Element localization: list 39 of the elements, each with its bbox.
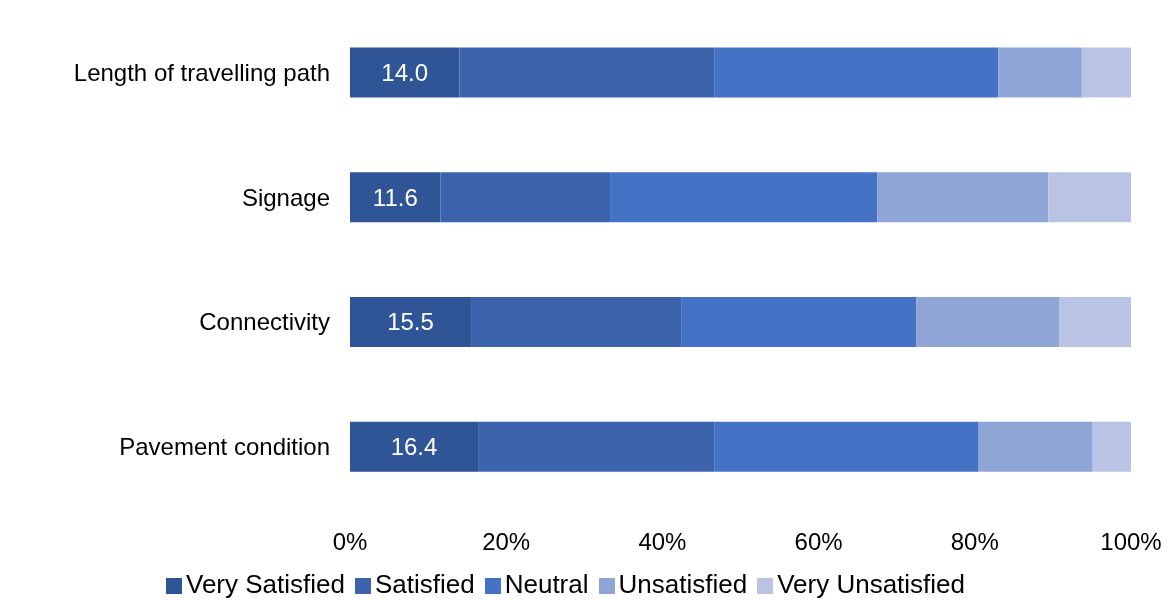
legend-label: Very Satisfied [185,569,345,599]
bar [1048,172,1131,223]
y-tick-label: Pavement condition [119,433,330,461]
legend-label: Neutral [504,569,589,599]
bar [998,47,1082,98]
bar [478,421,715,472]
x-tick-label: 80% [950,528,999,556]
legend-label: Satisfied [374,569,475,599]
x-tick-label: 60% [794,528,843,556]
bar [916,296,1060,347]
bar [1059,296,1131,347]
bar [877,172,1049,223]
bar [350,296,472,347]
bar [681,296,917,347]
bar [610,172,878,223]
x-tick-label: 20% [482,528,531,556]
data-label: 14.0 [381,58,429,86]
bar [1081,47,1131,98]
bar [440,172,611,223]
bar [459,47,715,98]
y-tick-label: Signage [241,183,330,211]
bar [714,421,979,472]
legend-label: Very Unsatisfied [777,569,966,599]
data-label: 16.4 [390,433,438,461]
x-tick-label: 40% [638,528,687,556]
y-tick-label: Connectivity [199,308,330,336]
x-tick-label: 0% [332,528,368,556]
x-tick-label: 100% [1100,528,1162,556]
bar [471,296,682,347]
y-tick-label: Length of travelling path [73,58,330,86]
legend-label: Unsatisfied [618,569,748,599]
bar [978,421,1093,472]
bar [350,47,460,98]
data-label: 15.5 [387,308,434,336]
data-label: 11.6 [372,183,418,211]
bar [1092,421,1131,472]
bar [350,421,479,472]
bar [350,172,441,223]
bar [714,47,999,98]
